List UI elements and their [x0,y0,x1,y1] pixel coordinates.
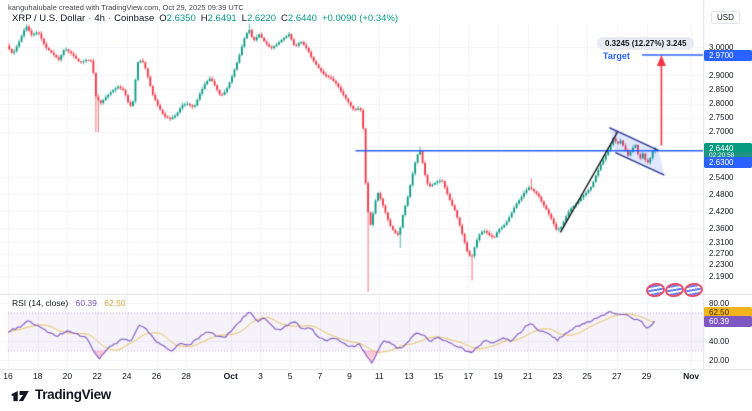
price-axis-label: 2.3600 [709,223,734,233]
currency-label[interactable]: USD [711,11,740,24]
time-axis-label: 25 [582,371,592,381]
price-axis-label: 3.0000 [709,42,734,52]
tradingview-logo-text: TradingView [35,387,111,402]
rsi-title[interactable]: RSI (14, close) [12,298,69,308]
time-axis-label: 3 [258,371,263,381]
close-value: 2.6440 [287,13,317,24]
time-axis-label: 22 [92,371,102,381]
time-axis-label: 19 [493,371,503,381]
time-axis-label: 23 [552,371,563,381]
candle-countdown-badge: 02:20:58 [704,152,752,161]
time-axis-label: 17 [463,371,474,381]
time-axis-label: 5 [287,371,293,381]
time-axis-label: 16 [3,371,13,381]
price-axis-label: 2.2700 [709,249,734,259]
time-axis-label: 28 [181,371,191,381]
price-axis-label: 2.2300 [709,260,734,270]
time-axis-label: 21 [523,371,533,381]
low-letter: L [241,13,247,24]
target-measurement-badge[interactable]: 0.3245 (12.27%) 3.245 [597,37,695,50]
price-axis-label: 2.3100 [709,237,734,247]
open-letter: O [159,13,167,24]
time-axis-label: 13 [404,371,414,381]
separator-dot: · [88,13,92,24]
time-axis-label: 26 [151,371,162,381]
time-axis-label: Oct [223,371,238,381]
time-axis-label: 11 [374,371,384,381]
interval-label[interactable]: 4h [94,13,105,24]
change-value: +0.0090 (+0.34%) [321,13,399,24]
target-price-badge: 2.9700 [704,49,752,61]
low-value: 2.6220 [246,13,277,24]
time-axis-label: 15 [433,371,444,381]
time-axis-label: 24 [122,371,132,381]
price-axis-label: 2.9000 [709,70,734,80]
target-label[interactable]: Target [603,51,630,61]
rsi-axis-label: 80.00 [709,298,730,308]
symbol-title[interactable]: XRP / U.S. Dollar [12,13,86,24]
price-axis-label: 2.7500 [709,113,734,123]
time-axis-label: 7 [317,371,323,381]
exchange-label: Coinbase [114,13,155,24]
high-value: 2.6491 [207,13,237,24]
price-axis-label: 2.4200 [709,206,734,216]
time-axis-label: 29 [641,371,652,381]
time-axis-label: Nov [683,371,700,381]
rsi-axis-label: 20.00 [709,355,730,365]
price-axis-label: 2.8500 [709,84,734,94]
rsi-ma-badge: 62.50 [704,307,752,318]
tradingview-logo-icon [11,390,29,402]
time-axis-label: 20 [62,371,73,381]
current-price-badge: 2.6440 [704,142,752,154]
rsi-ma-value: 62.50 [104,298,126,308]
price-axis-label: 2.1900 [709,271,734,281]
attribution-text: kanguhalubale created with TradingView.c… [8,3,244,12]
rsi-value: 60.39 [75,298,97,308]
tradingview-logo[interactable]: TradingView [10,387,111,402]
price-axis-label: 2.8000 [709,99,734,109]
high-letter: H [200,13,208,24]
price-axis-label: 2.7000 [709,127,734,137]
close-letter: C [281,13,288,24]
rsi-value-badge: 60.39 [704,316,752,327]
time-axis-label: 27 [612,371,622,381]
rsi-legend: RSI (14, close) 60.39 62.50 [12,298,126,308]
price-axis-label: 2.4800 [709,189,734,199]
support-price-badge: 2.6300 [704,156,752,168]
time-axis-label: 18 [32,371,43,381]
rsi-axis-label: 40.00 [709,336,730,346]
price-axis-label: 2.5400 [709,172,734,182]
symbol-legend: XRP / U.S. Dollar · 4h · Coinbase O2.6350 H2.6… [12,13,398,24]
time-axis-label: 9 [347,371,352,381]
separator-dot: · [107,13,112,24]
open-value: 2.6350 [166,13,196,24]
